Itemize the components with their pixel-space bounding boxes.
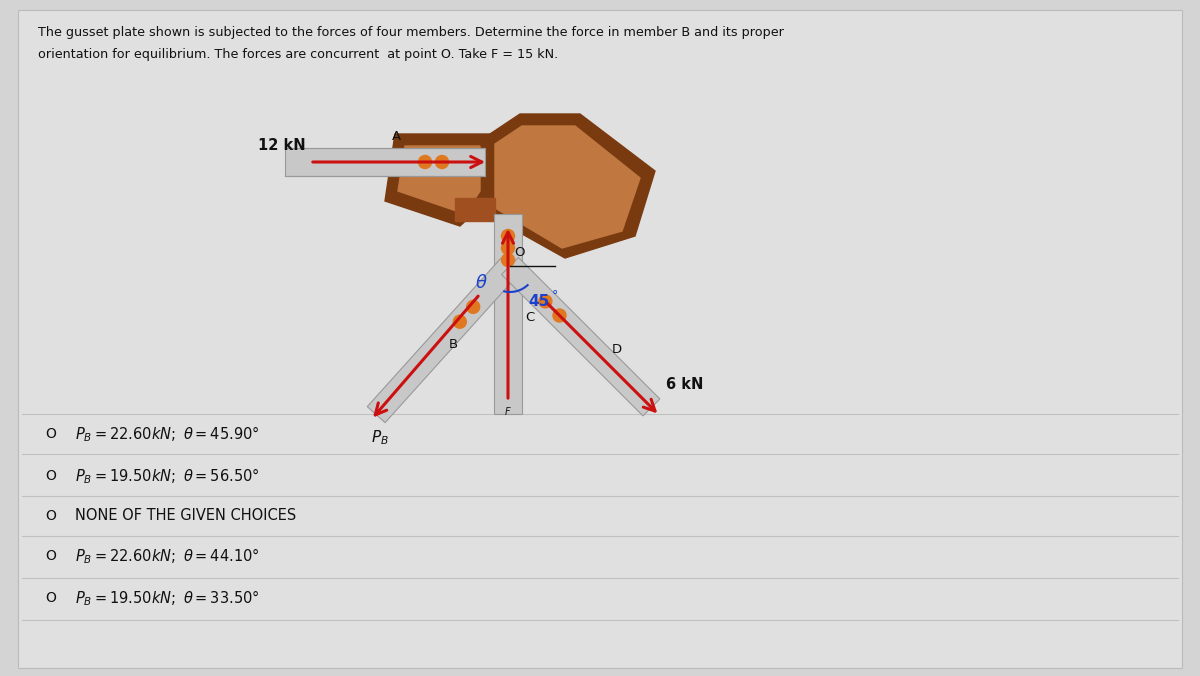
Text: NONE OF THE GIVEN CHOICES: NONE OF THE GIVEN CHOICES (74, 508, 296, 523)
Text: O: O (46, 591, 56, 605)
Circle shape (436, 155, 449, 168)
Text: $P_B$: $P_B$ (371, 429, 389, 448)
Circle shape (553, 309, 566, 322)
Text: 45: 45 (528, 294, 550, 309)
Polygon shape (455, 198, 496, 221)
Text: A: A (392, 130, 401, 143)
Text: O: O (46, 549, 56, 563)
Text: $^F$: $^F$ (504, 407, 512, 421)
Text: D: D (612, 343, 622, 356)
Circle shape (539, 295, 552, 308)
Text: $\theta$: $\theta$ (475, 274, 487, 292)
Text: O: O (514, 246, 524, 259)
Text: °: ° (552, 289, 558, 302)
Polygon shape (286, 148, 485, 176)
Text: $P_B = 22.60kN;\  \theta = 45.90°$: $P_B = 22.60kN;\ \theta = 45.90°$ (74, 424, 259, 444)
Circle shape (467, 300, 480, 314)
Text: O: O (46, 509, 56, 523)
Text: $P_B = 22.60kN;\  \theta = 44.10°$: $P_B = 22.60kN;\ \theta = 44.10°$ (74, 546, 259, 566)
Circle shape (454, 315, 467, 329)
Text: 6 kN: 6 kN (666, 377, 703, 393)
Text: The gusset plate shown is subjected to the forces of four members. Determine the: The gusset plate shown is subjected to t… (38, 26, 784, 39)
Circle shape (502, 254, 515, 266)
Text: O: O (46, 469, 56, 483)
Text: O: O (46, 427, 56, 441)
Polygon shape (494, 214, 522, 414)
Text: $P_B = 19.50kN;\  \theta = 33.50°$: $P_B = 19.50kN;\ \theta = 33.50°$ (74, 588, 259, 608)
FancyBboxPatch shape (18, 10, 1182, 668)
Polygon shape (385, 134, 490, 226)
Text: orientation for equilibrium. The forces are concurrent  at point O. Take F = 15 : orientation for equilibrium. The forces … (38, 48, 558, 61)
Text: 12 kN: 12 kN (258, 138, 306, 153)
Text: C: C (526, 311, 534, 324)
Polygon shape (490, 114, 655, 258)
Polygon shape (367, 258, 518, 422)
Text: $P_B = 19.50kN;\  \theta = 56.50°$: $P_B = 19.50kN;\ \theta = 56.50°$ (74, 466, 259, 486)
Circle shape (419, 155, 432, 168)
Polygon shape (398, 146, 480, 214)
Circle shape (502, 229, 515, 243)
Polygon shape (502, 258, 660, 416)
Text: B: B (449, 338, 457, 351)
Circle shape (502, 241, 515, 254)
Polygon shape (496, 126, 640, 248)
